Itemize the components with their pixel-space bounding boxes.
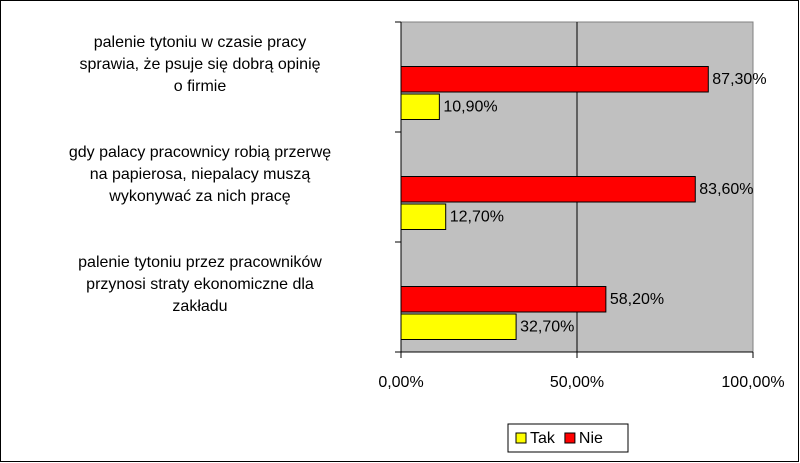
value-label: 83,60% xyxy=(699,181,753,198)
legend-swatch xyxy=(564,432,576,444)
bar xyxy=(400,286,607,313)
value-label: 58,20% xyxy=(610,291,664,308)
value-label: 12,70% xyxy=(450,208,504,225)
category-label: palenie tytoniu w czasie pracy sprawia, … xyxy=(79,34,321,95)
category-label: gdy palacy pracownicy robią przerwę na p… xyxy=(68,144,332,205)
x-tick-label: 50,00% xyxy=(550,374,604,391)
legend-label: Nie xyxy=(579,430,603,447)
category-label: palenie tytoniu przez pracowników przyno… xyxy=(78,254,322,315)
bar xyxy=(400,313,517,340)
bar xyxy=(400,176,696,203)
legend-swatch xyxy=(515,432,527,444)
bar xyxy=(400,93,440,120)
value-label: 10,90% xyxy=(443,98,497,115)
value-label: 32,70% xyxy=(520,318,574,335)
legend-label: Tak xyxy=(530,430,556,447)
x-tick-label: 100,00% xyxy=(721,374,784,391)
bar xyxy=(400,66,709,93)
value-label: 87,30% xyxy=(712,71,766,88)
x-tick-label: 0,00% xyxy=(378,374,423,391)
bar xyxy=(400,203,447,230)
